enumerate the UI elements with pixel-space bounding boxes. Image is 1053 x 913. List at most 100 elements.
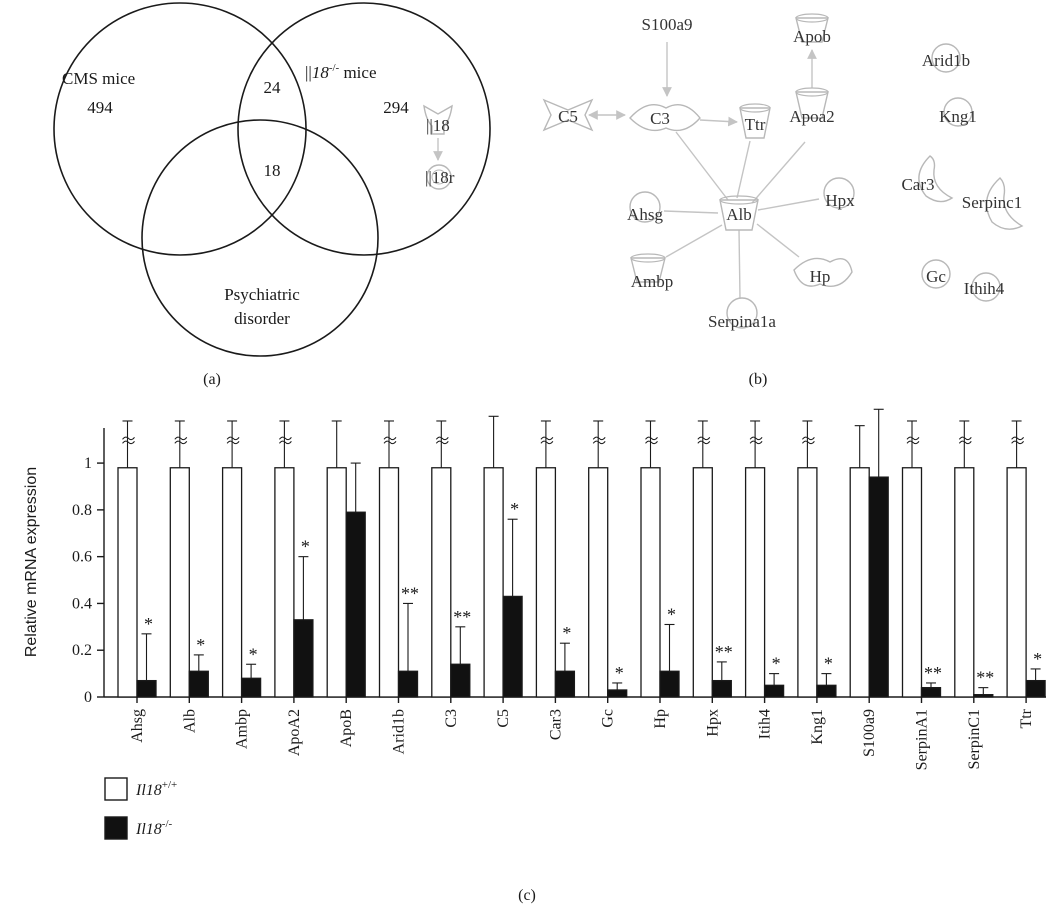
il18r-node-inner-icon [431, 169, 447, 185]
pathway-il18: ||18 ||18r [423, 104, 455, 190]
car3-shape-icon [918, 155, 954, 203]
legend-swatch-ko [104, 816, 128, 840]
bar-ko [188, 670, 209, 698]
axis-break-icon [1011, 436, 1024, 445]
significance-mark: * [144, 614, 153, 634]
bar-wt [640, 467, 661, 698]
node-ithih4-label: Ithih4 [964, 279, 1005, 298]
node-gc-label: Gc [926, 267, 946, 286]
node-c5: C5 [542, 98, 594, 132]
bar-group-apoa2: * [274, 420, 314, 698]
y-ticks: 0 0.2 0.4 0.6 0.8 1 [72, 455, 104, 706]
legend-label-wt: Il18+/+ [135, 779, 177, 799]
node-kng1-label: Kng1 [939, 107, 977, 126]
bar-wt [221, 467, 243, 698]
axis-break-icon [697, 436, 711, 445]
bar-group-car3: * [535, 420, 576, 698]
apoa2-rim-icon [795, 87, 829, 97]
bar-group-c3: ** [431, 420, 471, 698]
significance-mark: ** [976, 668, 994, 688]
x-tick-label: ApoA2 [286, 709, 303, 756]
legend-wt-sup: +/+ [162, 779, 177, 791]
bar-ko [554, 670, 576, 698]
x-tick-label: Car3 [547, 709, 564, 740]
node-s100a9: S100a9 [642, 15, 693, 34]
knockout-gene: 18 [312, 63, 330, 82]
significance-mark: * [301, 537, 310, 557]
x-tick-label: Arid1b [391, 709, 408, 754]
il18-node-icon [423, 104, 453, 135]
significance-mark: ** [924, 663, 942, 683]
bar-wt [744, 467, 766, 698]
bar-group-serpina1: ** [901, 420, 942, 698]
serpina1a-shape-icon [726, 297, 758, 329]
ttr-shape-icon [739, 107, 771, 139]
node-ahsg: Ahsg [627, 191, 663, 224]
venn-circle-psychiatric [141, 119, 379, 357]
c5-shape-icon [542, 98, 594, 132]
network-nodes: S100a9 C5 C3 Ttr Apob [542, 13, 1024, 331]
hp-shape-icon [793, 257, 853, 287]
node-hp-label: Hp [810, 267, 831, 286]
node-s100a9-label: S100a9 [642, 15, 693, 34]
node-hpx-label: Hpx [825, 191, 855, 210]
bar-wt [901, 467, 923, 698]
bar-group-hp: * [640, 420, 680, 698]
x-tick-label: Hpx [704, 709, 721, 737]
venn-label-psychiatric-1: Psychiatric [224, 285, 300, 304]
node-c5-label: C5 [558, 107, 578, 126]
x-tick-label: Ahsg [129, 709, 146, 743]
axis-break-icon [540, 436, 554, 445]
edge-alb-ttr [736, 140, 751, 199]
il18-label: ||18 [426, 116, 450, 135]
x-tick-label: Itih4 [757, 709, 774, 739]
venn-diagram: CMS mice 494 ||18-/- mice 294 24 18 Psyc… [53, 2, 491, 357]
bar-wt [954, 467, 975, 698]
x-tick-label: Ttr [1018, 708, 1035, 728]
node-hp: Hp [793, 257, 853, 287]
bar-ko [816, 684, 837, 698]
axis-break-icon [645, 436, 658, 445]
node-arid1b: Arid1b [922, 43, 970, 73]
bar-wt [588, 467, 609, 698]
il18r-node-icon [426, 164, 452, 190]
node-apoa2-label: Apoa2 [789, 107, 834, 126]
node-c3-label: C3 [650, 109, 670, 128]
bar-group-apob [326, 420, 366, 698]
venn-count-cms: 494 [87, 98, 113, 117]
panel-b-caption: (b) [749, 371, 768, 388]
edge-alb-apoa2 [751, 141, 806, 204]
venn-label-psychiatric-2: disorder [234, 309, 290, 328]
significance-mark: * [772, 654, 781, 674]
significance-mark: ** [401, 583, 419, 603]
bar-wt [378, 467, 400, 698]
venn-count-ab: 24 [264, 78, 282, 97]
legend-ko-sup: -/- [162, 818, 173, 830]
node-gc: Gc [921, 259, 951, 289]
alb-rim-icon [719, 195, 759, 205]
edge-alb-serpina1a [738, 229, 741, 299]
bar-group-serpinc1: ** [954, 420, 994, 698]
x-tick-label: SerpinA1 [914, 709, 931, 770]
bar-ko [293, 619, 314, 698]
node-serpinc1: Serpinc1 [962, 177, 1024, 230]
bar-ko [397, 670, 419, 698]
node-ahsg-label: Ahsg [627, 205, 663, 224]
node-alb-label: Alb [726, 205, 752, 224]
edge-alb-ambp [665, 224, 723, 258]
x-tick-label: C3 [443, 709, 460, 728]
x-tick-label: C5 [495, 709, 512, 728]
node-ttr-label: Ttr [745, 115, 766, 134]
bar-ko [659, 670, 680, 698]
panel-b: S100a9 C5 C3 Ttr Apob [542, 13, 1024, 388]
panel-a: CMS mice 494 ||18-/- mice 294 24 18 Psyc… [53, 2, 491, 388]
significance-mark: ** [715, 642, 733, 662]
bar-group-itih4: * [744, 420, 785, 698]
bar-wt [169, 467, 190, 698]
x-tick-label: Kng1 [809, 709, 826, 745]
y-tick-label: 0.2 [72, 642, 92, 659]
node-apoa2: Apoa2 [789, 87, 835, 126]
x-tick-label: Hp [652, 709, 669, 729]
x-tick-label: Ambp [234, 709, 251, 749]
legend: Il18+/+ Il18-/- [104, 777, 177, 840]
